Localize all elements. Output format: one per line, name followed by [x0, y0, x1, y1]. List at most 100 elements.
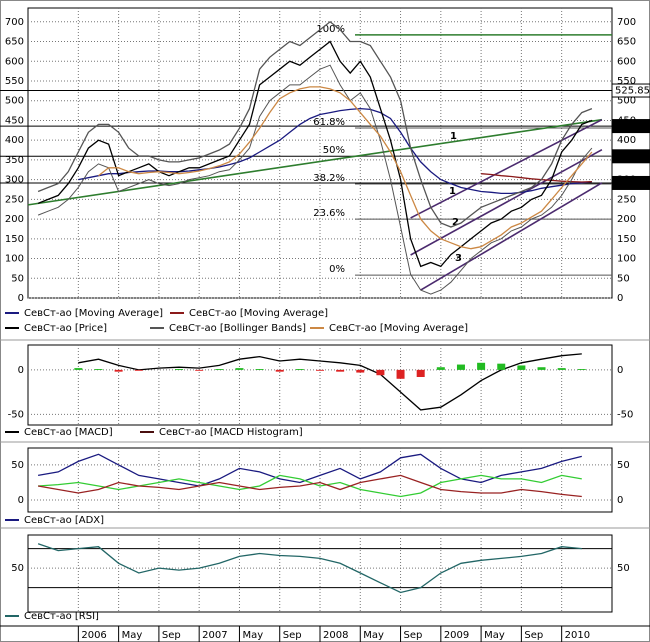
y-tick-label-right: 0 [617, 495, 623, 506]
x-tick-label: May [242, 630, 263, 641]
y-tick-label-left: 0 [18, 293, 24, 304]
histogram-bar [275, 369, 284, 372]
y-tick-label-right: 700 [617, 17, 636, 28]
legend-label: СевСт-ао [RSI] [24, 611, 99, 622]
y-tick-label-left: 650 [5, 37, 24, 48]
histogram-bar [436, 367, 445, 370]
histogram-bar [577, 369, 586, 370]
histogram-bar [74, 368, 83, 370]
series-line [98, 86, 593, 250]
legend-label: СевСт-ао [Moving Average] [189, 308, 328, 319]
histogram-bar [456, 364, 465, 370]
legend-label: СевСт-ао [ADX] [24, 515, 104, 526]
trend-line [420, 182, 603, 291]
annotation: 2 [452, 217, 459, 228]
y-tick-label-right: 50 [617, 273, 630, 284]
legend-label: СевСт-ао [MACD Histogram] [159, 427, 303, 438]
y-tick-label-left: 400 [5, 135, 24, 146]
histogram-bar [235, 368, 244, 370]
histogram-bar [215, 369, 224, 370]
x-tick-label: 2008 [323, 630, 348, 641]
y-tick-label-right: 0 [617, 293, 623, 304]
y-tick-label-left: 0 [18, 495, 24, 506]
y-tick-label-right: 50 [617, 563, 630, 574]
price-level-label: 435.74 [615, 121, 650, 132]
y-tick-label-right: 150 [617, 234, 636, 245]
x-tick-label: Sep [162, 630, 181, 641]
y-tick-label-left: 250 [5, 194, 24, 205]
annotation: 1 [450, 131, 457, 142]
y-tick-label-right: 500 [617, 96, 636, 107]
series-line [37, 20, 593, 228]
series-line [38, 474, 582, 498]
legend-label: СевСт-ао [MACD] [24, 427, 113, 438]
x-tick-label: Sep [524, 630, 543, 641]
histogram-bar [295, 369, 304, 370]
histogram-bar [94, 369, 103, 370]
y-tick-label-left: 50 [11, 563, 24, 574]
x-tick-label: 2010 [565, 630, 590, 641]
price-level-box [611, 119, 650, 134]
legend-label: СевСт-ао [Moving Average] [329, 323, 468, 334]
histogram-bar [396, 369, 405, 379]
y-tick-label-left: 300 [5, 175, 24, 186]
histogram-bar [356, 369, 365, 373]
y-tick-label-left: 100 [5, 254, 24, 265]
x-tick-label: May [363, 630, 384, 641]
y-tick-label-right: 550 [617, 76, 636, 87]
y-tick-label-right: 200 [617, 214, 636, 225]
y-tick-label-left: 0 [18, 365, 24, 376]
fibonacci-label: 23.6% [313, 208, 345, 219]
legend-label: СевСт-ао [Price] [24, 323, 107, 334]
y-tick-label-left: 600 [5, 56, 24, 67]
y-tick-label-right: 100 [617, 254, 636, 265]
x-tick-label: 2006 [81, 630, 106, 641]
y-tick-label-left: 700 [5, 17, 24, 28]
price-level-label: 525.85 [615, 86, 650, 97]
histogram-bar [497, 363, 506, 370]
histogram-bar [195, 369, 204, 371]
trend-line [410, 118, 603, 219]
histogram-bar [114, 369, 123, 372]
fibonacci-label: 100% [316, 24, 345, 35]
histogram-bar [517, 365, 526, 370]
y-tick-label-left: 150 [5, 234, 24, 245]
y-tick-label-right: 50 [617, 460, 630, 471]
y-tick-label-left: 50 [11, 460, 24, 471]
y-tick-label-left: -50 [8, 409, 24, 420]
x-tick-label: Sep [404, 630, 423, 641]
y-tick-label-left: 450 [5, 115, 24, 126]
y-tick-label-right: 400 [617, 135, 636, 146]
histogram-bar [376, 369, 385, 376]
histogram-bar [175, 369, 184, 370]
histogram-bar [537, 367, 546, 370]
trend-line [27, 118, 603, 206]
y-tick-label-left: 200 [5, 214, 24, 225]
histogram-bar [336, 369, 345, 372]
y-tick-label-right: 250 [617, 194, 636, 205]
y-tick-label-left: 50 [11, 273, 24, 284]
price-level-box [611, 83, 650, 98]
series-line [481, 173, 592, 183]
series-line [78, 353, 582, 411]
series-line [37, 40, 593, 268]
fibonacci-label: 0% [329, 264, 345, 275]
y-tick-label-right: 600 [617, 56, 636, 67]
y-tick-label-right: 650 [617, 37, 636, 48]
histogram-bar [255, 369, 264, 370]
histogram-bar [316, 369, 324, 371]
legend-label: СевСт-ао [Bollinger Bands] [169, 323, 306, 334]
series-line [37, 474, 582, 498]
fibonacci-label: 38.2% [313, 173, 345, 184]
series-line [78, 107, 592, 195]
series-line [37, 453, 582, 487]
histogram-bar [134, 369, 143, 371]
x-tick-label: May [484, 630, 505, 641]
x-tick-label: 2007 [202, 630, 227, 641]
price-level-label: 291.56 [615, 178, 650, 189]
histogram-bar [557, 368, 566, 370]
y-tick-label-left: 350 [5, 155, 24, 166]
trend-line [410, 148, 603, 256]
